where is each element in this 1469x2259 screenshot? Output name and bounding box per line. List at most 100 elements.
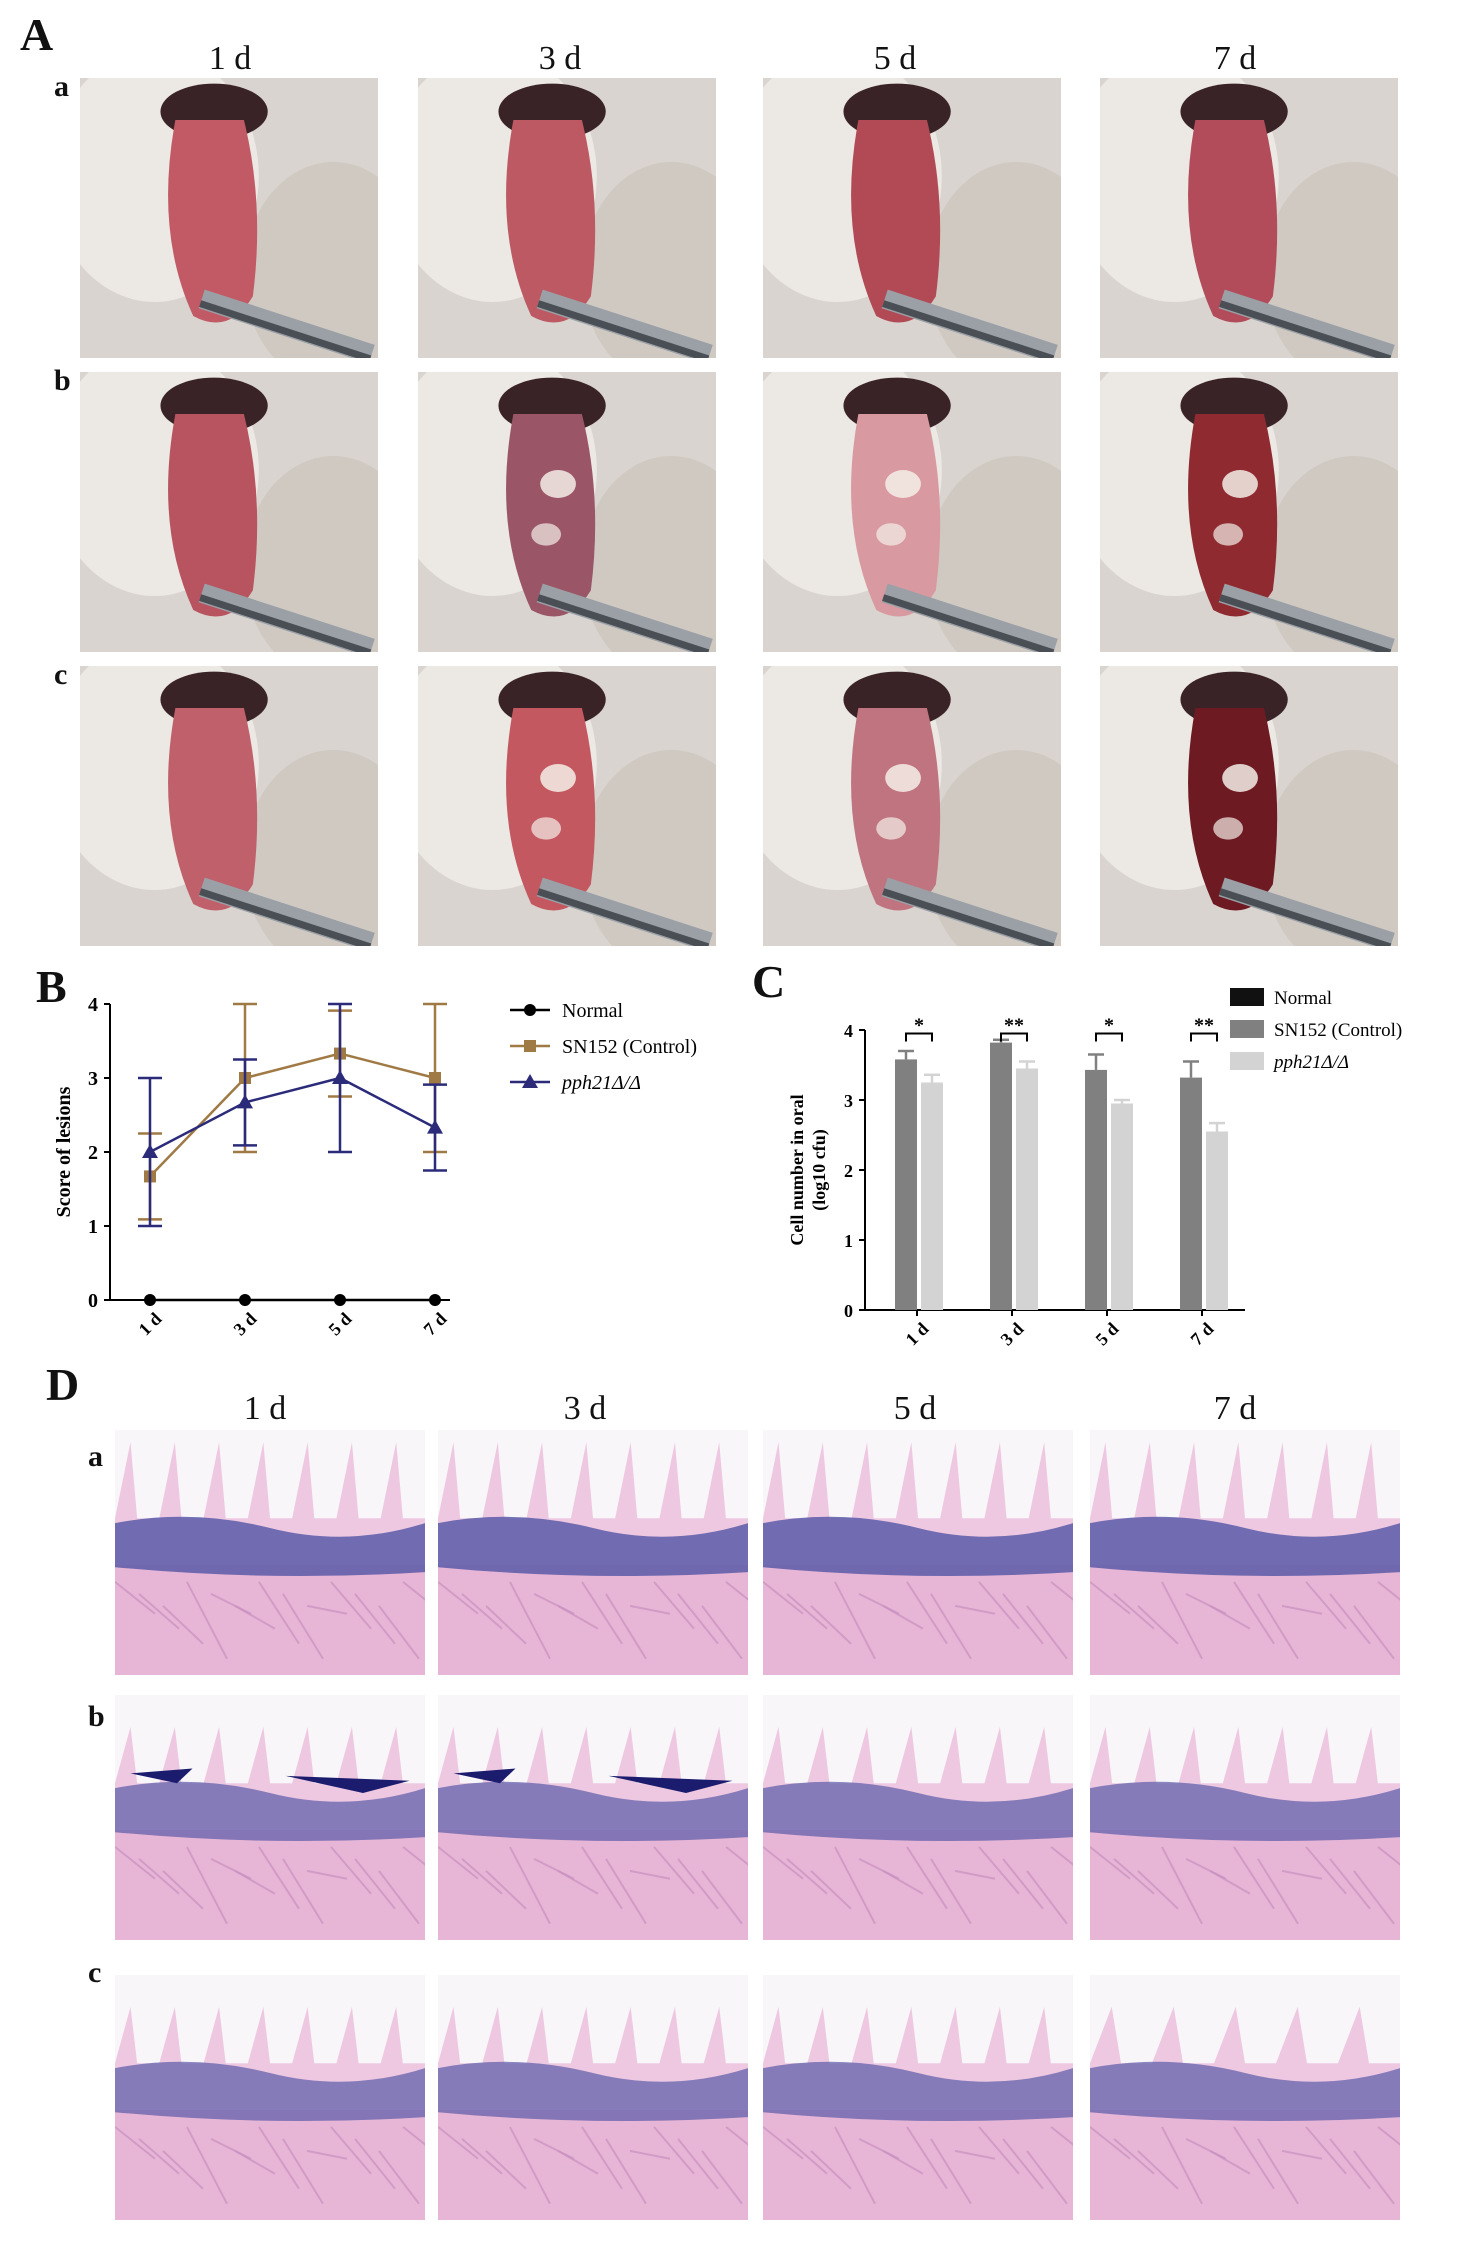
y-tick-label: 3	[88, 1068, 98, 1090]
mouse-tongue-photo	[1100, 78, 1398, 358]
panel-a-row-label-a: a	[54, 70, 69, 103]
panel-d-day-label-1: 1 d	[243, 1390, 287, 1427]
mouse-tongue-photo	[1100, 666, 1398, 946]
data-point	[427, 1119, 443, 1134]
he-stained-tongue-section	[763, 1430, 1073, 1675]
mouse-tongue-photo	[80, 372, 378, 652]
he-stained-tongue-section	[438, 1975, 748, 2220]
y-axis-title-line-1: Cell number in oral	[787, 1094, 807, 1245]
legend-swatch	[1230, 1020, 1264, 1038]
panel-a-letter: A	[20, 9, 54, 60]
series-line	[149, 1076, 436, 1154]
data-point	[142, 1144, 158, 1158]
y-tick-label: 0	[844, 1301, 853, 1321]
legend-marker	[522, 1074, 538, 1088]
y-tick-label: 2	[88, 1142, 98, 1164]
panel-a-day-label-4: 7 d	[1213, 40, 1257, 77]
he-stained-tongue-section	[438, 1695, 748, 1940]
bar	[1016, 1068, 1038, 1310]
series-line	[149, 1052, 436, 1178]
mouse-tongue-photo	[418, 78, 716, 358]
y-tick-label: 4	[88, 994, 98, 1016]
data-point	[332, 1070, 348, 1084]
he-stained-tongue-section	[1090, 1695, 1400, 1940]
panel-c-letter: C	[752, 956, 786, 1007]
y-axis-title-line-2: (log10 cfu)	[809, 1129, 830, 1210]
data-point	[237, 1094, 253, 1109]
significance-label: *	[914, 1015, 924, 1037]
bar	[1180, 1077, 1202, 1310]
y-tick-label: 2	[844, 1161, 853, 1181]
data-point	[429, 1072, 441, 1084]
panel-a-day-label-2: 3 d	[538, 40, 582, 77]
x-tick-label: 5 d	[1092, 1319, 1123, 1350]
panel-a-row-label-c: c	[54, 658, 68, 691]
he-stained-tongue-section	[115, 1695, 425, 1940]
significance-label: **	[1004, 1015, 1024, 1037]
he-stained-tongue-section	[115, 1975, 425, 2220]
significance-bracket	[1190, 1032, 1218, 1042]
y-tick-label: 3	[844, 1091, 853, 1111]
panel-a-day-label-3: 5 d	[873, 40, 917, 77]
mouse-tongue-photo	[763, 666, 1061, 946]
mouse-tongue-photo	[418, 666, 716, 946]
mouse-tongue-photo	[80, 666, 378, 946]
data-point	[144, 1294, 156, 1306]
data-point	[429, 1294, 441, 1306]
panel-a-day-label-1: 1 d	[208, 40, 252, 77]
data-point	[239, 1294, 251, 1306]
significance-label: *	[1104, 1015, 1114, 1037]
mouse-tongue-photo	[80, 78, 378, 358]
x-tick-label: 3 d	[230, 1309, 261, 1340]
bar	[1111, 1103, 1133, 1310]
panel-d-letter: D	[46, 1359, 80, 1410]
legend-label: Normal	[1274, 988, 1332, 1009]
significance-label: **	[1194, 1015, 1214, 1037]
bar	[990, 1042, 1012, 1310]
legend-swatch	[1230, 988, 1264, 1006]
x-tick-label: 1 d	[902, 1319, 933, 1350]
y-tick-label: 1	[844, 1231, 853, 1251]
significance-bracket	[1095, 1032, 1123, 1042]
legend-marker	[524, 1040, 536, 1052]
mouse-tongue-photo	[763, 78, 1061, 358]
panel-d-day-label-4: 7 d	[1213, 1390, 1257, 1427]
legend-label: Normal	[562, 1000, 624, 1022]
data-point	[334, 1294, 346, 1306]
x-tick-label: 3 d	[997, 1319, 1028, 1350]
x-tick-label: 5 d	[325, 1309, 356, 1340]
bar	[1206, 1131, 1228, 1310]
bar	[1085, 1069, 1107, 1310]
x-tick-label: 1 d	[135, 1309, 166, 1340]
panel-a-row-label-b: b	[54, 364, 71, 397]
panel-d-row-label-c: c	[88, 1956, 102, 1989]
panel-d-row-label-a: a	[88, 1440, 103, 1473]
panel-d-day-label-2: 3 d	[563, 1390, 607, 1427]
panel-c-cell-number-chart: 0 1 2 3 4 Cell number in oral (log10 cfu) * 1 d *…	[787, 988, 1402, 1350]
bar	[895, 1059, 917, 1310]
y-tick-label: 4	[844, 1021, 853, 1041]
y-tick-label: 0	[88, 1290, 98, 1312]
panel-b-letter: B	[36, 961, 67, 1012]
legend-marker	[524, 1004, 536, 1016]
he-stained-tongue-section	[1090, 1430, 1400, 1675]
mouse-tongue-photo	[1100, 372, 1398, 652]
x-tick-label: 7 d	[420, 1309, 451, 1340]
legend-label: pph21Δ/Δ	[560, 1072, 641, 1094]
he-stained-tongue-section	[1090, 1975, 1400, 2220]
y-tick-label: 1	[88, 1216, 98, 1238]
legend-label: SN152 (Control)	[1274, 1020, 1402, 1041]
y-axis-title: Score of lesions	[53, 1086, 75, 1217]
x-tick-label: 7 d	[1187, 1319, 1218, 1350]
mouse-tongue-photo	[763, 372, 1061, 652]
panel-d-row-label-b: b	[88, 1700, 105, 1733]
legend-label: pph21Δ/Δ	[1272, 1052, 1349, 1073]
panel-d-day-label-3: 5 d	[893, 1390, 937, 1427]
he-stained-tongue-section	[115, 1430, 425, 1675]
mouse-tongue-photo	[418, 372, 716, 652]
he-stained-tongue-section	[438, 1430, 748, 1675]
significance-bracket	[905, 1032, 933, 1042]
bar	[921, 1082, 943, 1310]
legend-swatch	[1230, 1052, 1264, 1070]
legend-label: SN152 (Control)	[562, 1036, 697, 1058]
